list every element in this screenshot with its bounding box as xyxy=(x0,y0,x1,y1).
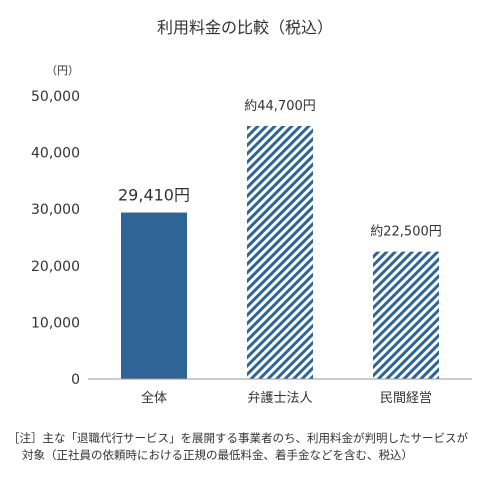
y-unit-label: （円） xyxy=(46,64,79,77)
x-tick-label: 民間経営 xyxy=(380,391,432,406)
y-tick-label: 30,000 xyxy=(31,202,80,218)
chart-title: 利用料金の比較（税込） xyxy=(156,18,333,37)
footnote-line-2: 対象（正社員の依頼時における正規の最低料金、着手金などを含む、税込） xyxy=(22,448,413,462)
bar-chart: （円） 0 10,000 20,000 30,000 40,000 50,000 29,4… xyxy=(31,64,472,406)
y-tick-label: 20,000 xyxy=(31,259,80,275)
value-label: 約44,700円 xyxy=(244,99,316,114)
x-tick-label: 弁護士法人 xyxy=(247,390,312,406)
y-tick-label: 50,000 xyxy=(31,89,80,105)
footnote-line-1: ［注］主な「退職代行サービス」を展開する事業者のち、利用料金が判明したサービスが xyxy=(8,431,468,445)
value-label: 29,410円 xyxy=(118,186,190,205)
y-tick-label: 10,000 xyxy=(31,315,80,331)
y-tick-label: 40,000 xyxy=(31,146,80,162)
x-tick-label: 全体 xyxy=(141,390,167,406)
bar xyxy=(247,125,313,379)
bar xyxy=(373,251,439,379)
bar xyxy=(121,212,187,379)
value-label: 約22,500円 xyxy=(370,225,442,240)
y-tick-label: 0 xyxy=(71,372,80,388)
